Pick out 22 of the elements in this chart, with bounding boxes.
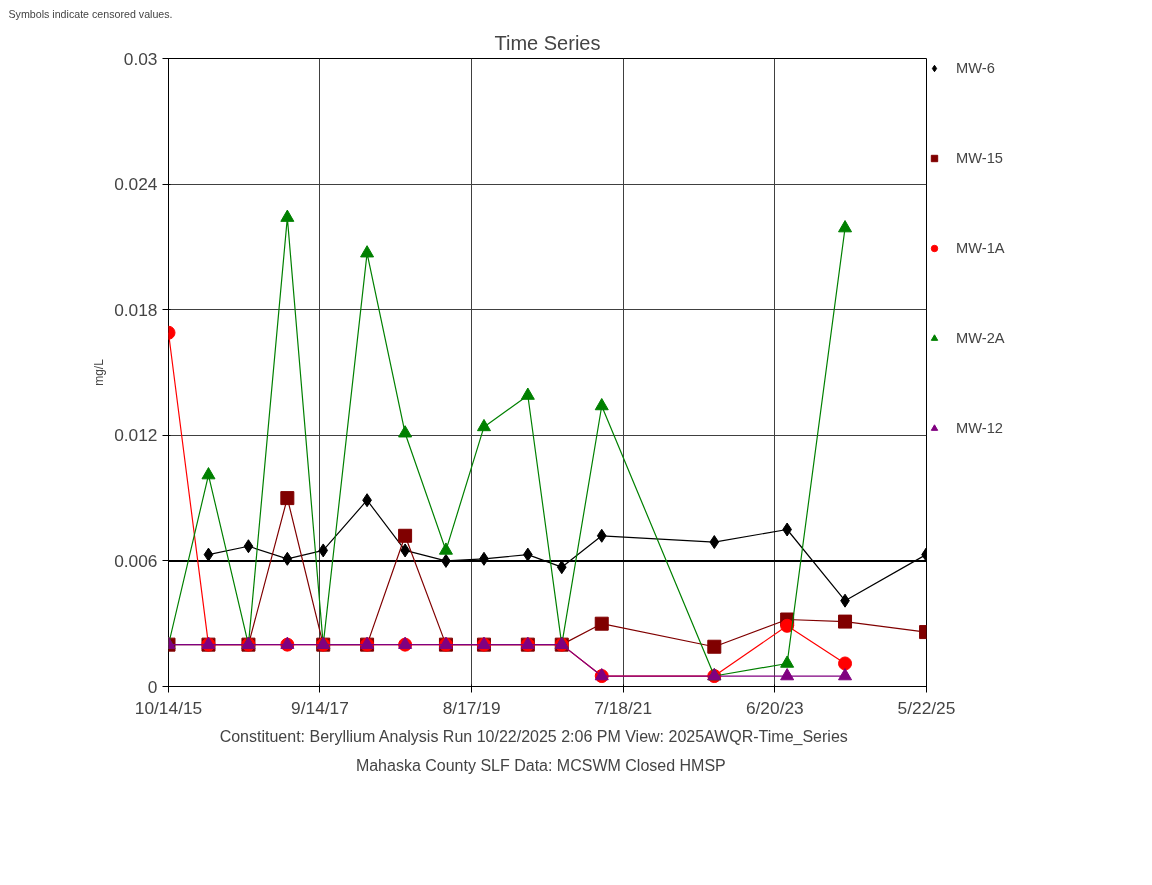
legend-label: MW-2A <box>956 330 1005 346</box>
y-tick-label: 0.03 <box>123 48 158 69</box>
text: Constituent: Beryllium Analysis Run 10/22/2025 2:06 PM View: 2025AWQR-Time_Series <box>219 727 848 746</box>
x-tick-label: 6/20/23 <box>745 697 804 718</box>
x-tick-label: 5/22/25 <box>897 697 956 718</box>
text: Symbols indicate censored values. <box>8 7 173 20</box>
legend-label: MW-6 <box>956 60 995 76</box>
x-tick-label: 7/18/21 <box>594 697 653 718</box>
y-tick-label: 0.012 <box>114 425 158 446</box>
y-tick-label: 0.018 <box>114 299 158 320</box>
chart-title: Time Series <box>494 31 601 54</box>
y-tick-label: 0.006 <box>114 550 158 571</box>
text: Mahaska County SLF Data: MCSWM Closed HMSP <box>355 756 726 774</box>
x-tick-label: 8/17/19 <box>442 697 501 718</box>
y-tick-label: 0 <box>147 676 158 697</box>
x-tick-label: 9/14/17 <box>291 697 349 718</box>
legend-label: MW-12 <box>956 420 1003 436</box>
y-tick-label: 0.024 <box>114 174 158 195</box>
legend-label: MW-1A <box>956 240 1005 256</box>
y-axis-title: mg/L <box>92 358 107 386</box>
legend-label: MW-15 <box>956 150 1003 166</box>
x-tick-label: 10/14/15 <box>134 697 203 718</box>
